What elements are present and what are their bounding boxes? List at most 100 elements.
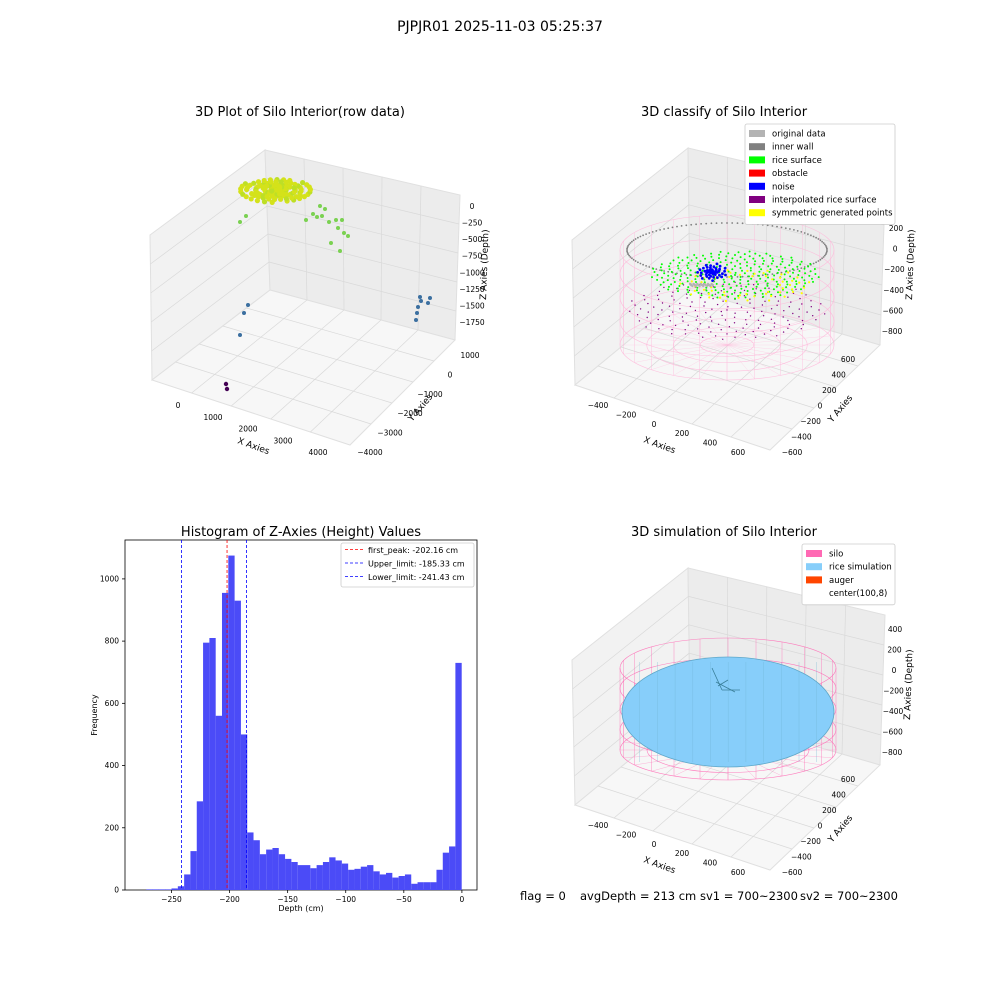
classify-point <box>702 254 704 257</box>
classify-point <box>778 291 782 294</box>
classify-point <box>700 277 704 280</box>
classify-point <box>785 270 788 273</box>
raw-point <box>342 231 346 235</box>
classify-point <box>670 283 673 286</box>
classify-point <box>800 267 803 269</box>
classify-point <box>810 306 812 308</box>
silo-spoke <box>623 335 728 346</box>
classify-point <box>768 270 771 273</box>
classify-point <box>687 291 690 294</box>
classify-point <box>777 300 780 302</box>
classify-point <box>793 229 795 231</box>
histogram-legend-box <box>340 542 475 588</box>
classify-point <box>690 223 693 226</box>
classify-point <box>767 290 770 293</box>
classify-point <box>657 318 659 321</box>
classify-point <box>686 277 689 279</box>
classify-point <box>651 276 653 279</box>
raw-x-tick-label: 2000 <box>238 425 257 434</box>
classify-point <box>810 234 812 237</box>
classify-point <box>757 327 760 329</box>
classify-point <box>686 256 689 259</box>
raw-point <box>224 386 230 392</box>
classify-point <box>720 290 723 292</box>
classify-point <box>809 262 812 265</box>
classify-point <box>770 262 773 265</box>
raw-point <box>419 299 423 303</box>
classify-point <box>744 334 746 336</box>
classify-point <box>747 283 750 286</box>
classify-point <box>741 275 744 278</box>
classify-point <box>655 230 658 232</box>
classify-point <box>687 262 690 264</box>
classify-point <box>733 316 736 318</box>
classify-point <box>791 259 794 262</box>
raw-point <box>260 193 266 199</box>
classify-point <box>807 265 810 268</box>
classify-point <box>723 269 726 273</box>
classify-point <box>766 284 769 287</box>
classify-point <box>768 287 770 289</box>
raw-point <box>318 204 322 208</box>
classify-point <box>819 239 822 242</box>
classify-point <box>725 255 728 258</box>
histogram-bar <box>442 852 450 890</box>
classify-point <box>798 270 801 272</box>
classify-point <box>712 286 715 288</box>
classify-point <box>764 280 767 282</box>
classify-point <box>679 269 682 272</box>
gridline <box>597 365 793 430</box>
figure-suptitle: PJPJR01 2025-11-03 05:25:37 <box>397 19 603 35</box>
classify-point <box>803 286 806 289</box>
classify-x-tick-label: 200 <box>675 429 690 438</box>
classify-point <box>668 305 671 307</box>
classify-point <box>723 281 726 284</box>
classify-point <box>643 294 645 297</box>
silo-spoke <box>726 335 831 346</box>
classify-point <box>825 251 828 254</box>
classify-point <box>676 287 679 290</box>
silo-spoke <box>673 314 728 346</box>
classify-point <box>642 234 644 237</box>
histogram-bar <box>417 882 424 890</box>
gridline <box>150 205 268 294</box>
classify-point <box>788 264 791 267</box>
classify-point <box>631 257 633 260</box>
histogram-bars <box>146 555 462 890</box>
gridline <box>150 177 267 265</box>
classify-point <box>775 280 778 283</box>
classify-point <box>658 328 660 330</box>
histogram-bar <box>398 876 405 890</box>
classify-point <box>679 308 681 310</box>
raw-point <box>254 198 260 204</box>
classify-point <box>750 277 753 280</box>
classify-point <box>734 297 736 300</box>
classify-point <box>824 244 827 247</box>
classify-point <box>801 276 804 279</box>
classify-y-tick-labels: 600 400 200 0 −200 −400 −600 <box>782 355 856 457</box>
raw-point <box>311 212 315 216</box>
classify-point <box>708 296 711 299</box>
histogram-bar <box>348 869 355 890</box>
raw-point <box>273 179 279 185</box>
classify-z-tick-label: −200 <box>884 265 905 274</box>
classify-point <box>709 266 712 270</box>
histogram-bar <box>278 854 286 890</box>
classify-point <box>639 262 642 265</box>
classify-point <box>669 320 671 322</box>
classify-point <box>707 273 711 277</box>
classify-point <box>657 298 660 300</box>
classify-point <box>719 296 722 299</box>
classify-point <box>629 242 632 244</box>
classify-legend-swatch <box>749 143 765 151</box>
simulation-y-tick-label: 200 <box>822 806 837 815</box>
classify-point <box>670 270 673 273</box>
classify-point <box>751 275 754 278</box>
classify-point <box>735 330 737 332</box>
histogram-legend-label: Upper_limit: -185.33 cm <box>368 560 465 569</box>
classify-point <box>817 238 820 240</box>
gridline <box>689 232 883 286</box>
classify-point <box>803 267 806 270</box>
classify-point <box>798 308 800 310</box>
classify-point <box>761 257 764 260</box>
